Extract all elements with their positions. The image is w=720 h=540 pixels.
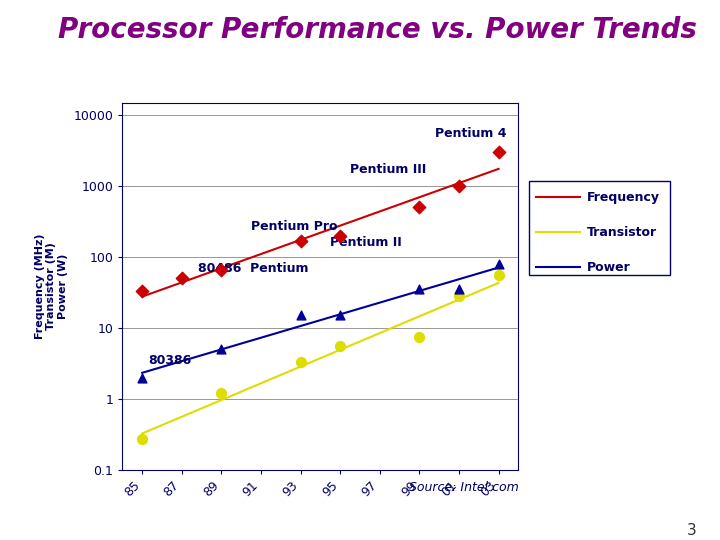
- Point: [454, 182, 465, 191]
- Point: [335, 342, 346, 350]
- Text: Pentium Pro: Pentium Pro: [251, 220, 338, 233]
- Text: Processor Performance vs. Power Trends: Processor Performance vs. Power Trends: [58, 16, 696, 44]
- Point: [335, 311, 346, 320]
- Point: [454, 292, 465, 301]
- Point: [414, 285, 426, 294]
- Point: [552, 228, 564, 237]
- Point: [137, 373, 148, 382]
- Point: [137, 434, 148, 443]
- Point: [414, 203, 426, 212]
- Y-axis label: Frequency (MHz)
Transistor (M)
Power (W): Frequency (MHz) Transistor (M) Power (W): [35, 233, 68, 339]
- Text: Pentium II: Pentium II: [330, 236, 402, 249]
- Text: 80386: 80386: [148, 354, 192, 367]
- Point: [216, 345, 228, 354]
- Point: [454, 285, 465, 294]
- Text: Frequency: Frequency: [587, 191, 660, 204]
- Text: 3: 3: [686, 523, 696, 538]
- Text: 80486  Pentium: 80486 Pentium: [198, 262, 308, 275]
- Point: [493, 260, 505, 268]
- Text: Source: Intel.com: Source: Intel.com: [409, 481, 518, 495]
- Point: [493, 271, 505, 280]
- Text: Pentium 4: Pentium 4: [436, 127, 507, 140]
- Point: [295, 311, 307, 320]
- Point: [493, 148, 505, 157]
- Point: [295, 358, 307, 367]
- Point: [414, 333, 426, 341]
- Text: Transistor: Transistor: [587, 226, 657, 239]
- Text: Pentium III: Pentium III: [350, 163, 426, 176]
- Point: [552, 263, 564, 272]
- Text: Power: Power: [587, 261, 631, 274]
- Point: [137, 287, 148, 295]
- Point: [216, 389, 228, 397]
- Point: [176, 274, 188, 282]
- Point: [335, 231, 346, 240]
- Point: [216, 266, 228, 274]
- Point: [552, 193, 564, 201]
- Point: [295, 237, 307, 246]
